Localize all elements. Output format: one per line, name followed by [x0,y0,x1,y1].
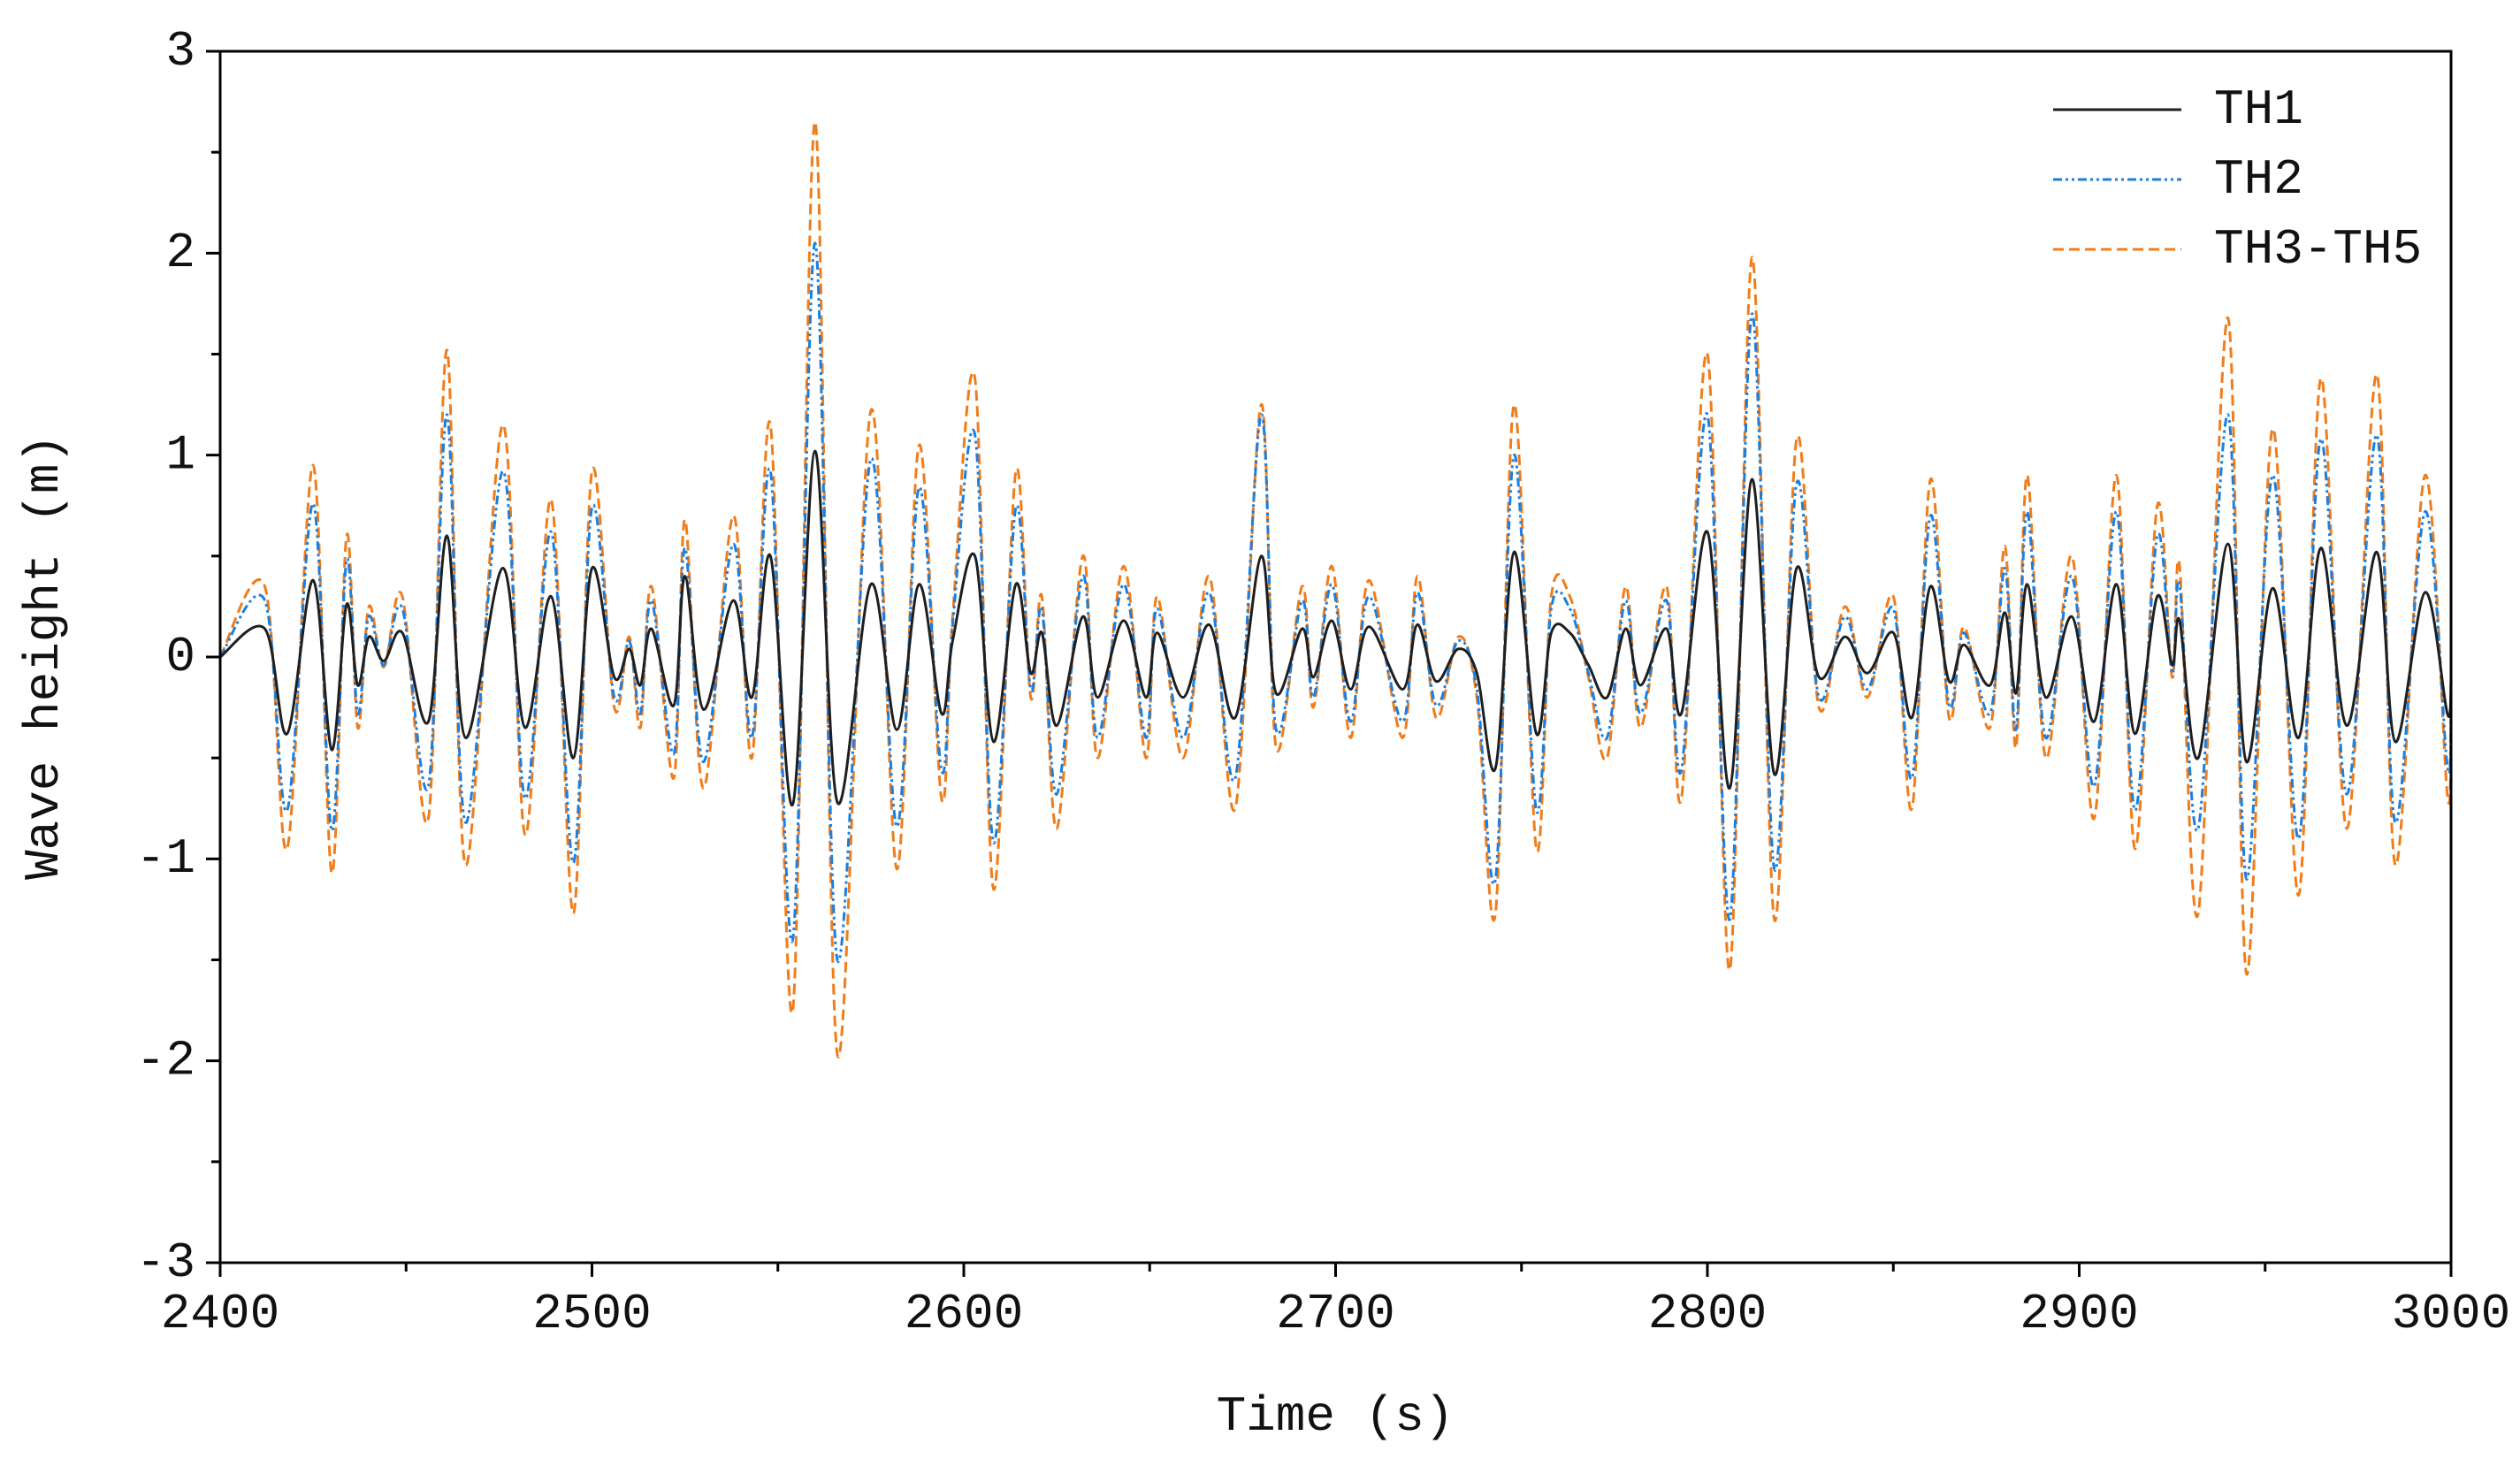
x-axis-label: Time (s) [1217,1388,1455,1445]
y-tick-label: 0 [165,629,195,685]
x-tick-label: 3000 [2392,1286,2510,1342]
x-tick-label: 2500 [532,1286,651,1342]
y-tick-label: 3 [165,23,195,80]
y-tick-label: 1 [165,426,195,483]
x-tick-label: 2700 [1276,1286,1394,1342]
plot-frame [218,50,2453,1264]
legend-label: TH3-TH5 [2214,221,2422,278]
y-tick-label: -2 [136,1032,195,1089]
x-tick-label: 2600 [905,1286,1023,1342]
x-tick-label: 2900 [2020,1286,2138,1342]
y-tick-label: -1 [136,830,195,887]
x-tick-label: 2400 [161,1286,279,1342]
legend-label: TH1 [2214,81,2303,138]
series-line [220,241,2451,964]
x-tick-label: 2800 [1648,1286,1767,1342]
y-tick-label: -3 [136,1234,195,1291]
series-line [220,120,2451,1059]
legend-label: TH2 [2214,151,2303,208]
series-line [220,449,2451,806]
y-tick-label: 2 [165,225,195,281]
y-axis-label: Wave height (m) [16,434,73,880]
